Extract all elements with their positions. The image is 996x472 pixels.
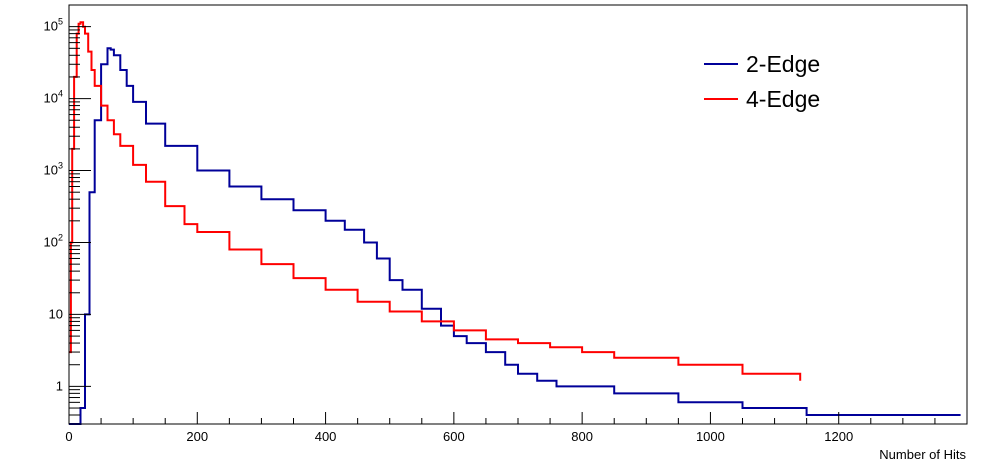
series-line-4-edge xyxy=(69,21,802,381)
x-tick-label: 1200 xyxy=(824,429,853,444)
legend-label-2-edge: 2-Edge xyxy=(746,51,820,77)
series-layer xyxy=(69,21,961,425)
x-tick-label: 0 xyxy=(65,429,72,444)
x-tick-label: 400 xyxy=(315,429,337,444)
y-tick-exponent: 5 xyxy=(58,17,63,27)
x-tick-label: 200 xyxy=(186,429,208,444)
y-tick-label: 1 xyxy=(56,378,63,393)
x-tick-label: 1000 xyxy=(696,429,725,444)
y-tick-exponent: 3 xyxy=(58,161,63,171)
legend-label-4-edge: 4-Edge xyxy=(746,86,820,112)
x-axis-title: Number of Hits xyxy=(879,447,966,462)
y-tick-exponent: 2 xyxy=(58,232,63,242)
series-line-2-edge xyxy=(69,47,961,425)
x-tick-label: 600 xyxy=(443,429,465,444)
y-tick-label: 10 xyxy=(49,306,63,321)
x-tick-label: 800 xyxy=(571,429,593,444)
legend: 2-Edge 4-Edge xyxy=(704,51,820,112)
y-tick-exponent: 4 xyxy=(58,89,63,99)
